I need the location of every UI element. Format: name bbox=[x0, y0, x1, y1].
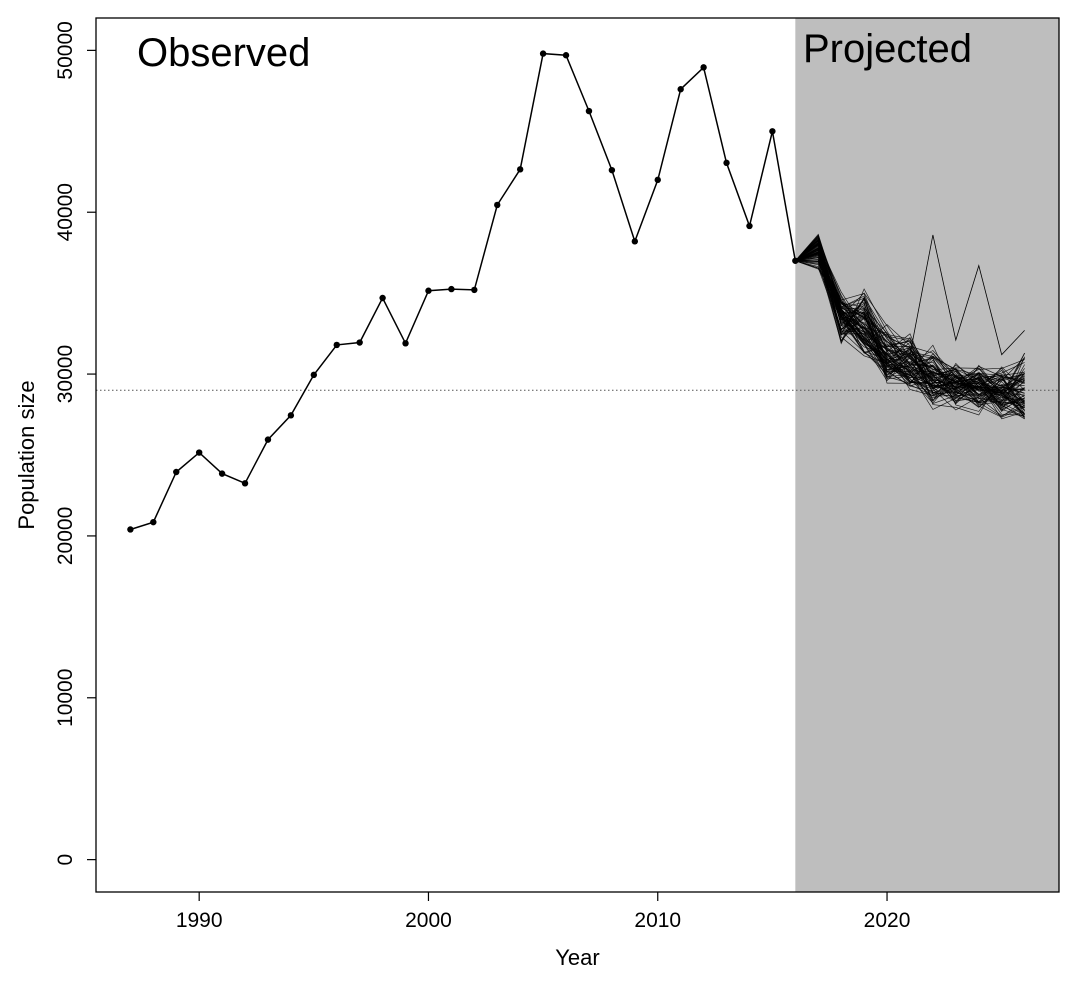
projection-trajectory bbox=[795, 260, 1025, 405]
plot-frame bbox=[95, 17, 1060, 893]
observed-point bbox=[700, 64, 707, 71]
observed-point bbox=[218, 470, 226, 477]
y-tick-label: 0 bbox=[54, 854, 77, 866]
observed-point bbox=[241, 480, 249, 487]
x-axis-title: Year bbox=[555, 945, 599, 970]
x-tick-label: 1990 bbox=[176, 909, 223, 932]
observed-point bbox=[494, 201, 501, 209]
observed-point bbox=[769, 128, 776, 135]
observed-point bbox=[127, 526, 134, 533]
y-tick-label: 30000 bbox=[54, 345, 77, 403]
y-tick-label: 20000 bbox=[54, 507, 77, 565]
observed-point bbox=[173, 468, 180, 476]
y-tick-label: 40000 bbox=[54, 183, 77, 241]
projection-trajectory bbox=[795, 242, 1025, 390]
x-tick-label: 2020 bbox=[864, 909, 911, 932]
observed-point bbox=[562, 52, 570, 59]
observed-point bbox=[333, 341, 340, 349]
observed-point bbox=[516, 166, 524, 173]
projection-trajectory bbox=[795, 260, 1025, 401]
projection-trajectory bbox=[795, 248, 1025, 419]
observed-point bbox=[539, 50, 547, 57]
observed-point bbox=[448, 285, 455, 293]
observed-point bbox=[654, 176, 661, 184]
observed-point bbox=[425, 287, 432, 294]
projection-trajectories bbox=[795, 233, 1025, 420]
observed-point bbox=[310, 371, 318, 379]
projection-trajectory bbox=[795, 260, 1025, 402]
observed-point bbox=[723, 159, 730, 167]
observed-point bbox=[746, 222, 753, 230]
projection-trajectory bbox=[795, 248, 1025, 407]
observed-point bbox=[792, 257, 799, 264]
y-tick-label: 50000 bbox=[54, 21, 77, 79]
y-axis-title: Population size bbox=[14, 380, 39, 529]
projected-region-label: Projected bbox=[803, 27, 972, 71]
x-tick-label: 2010 bbox=[634, 909, 681, 932]
projection-trajectory bbox=[795, 249, 1025, 405]
observed-region-label: Observed bbox=[137, 31, 310, 75]
y-tick-label: 10000 bbox=[54, 669, 77, 727]
observed-point bbox=[402, 340, 409, 347]
observed-point bbox=[585, 107, 593, 115]
observed-point bbox=[195, 449, 203, 456]
observed-point bbox=[471, 286, 478, 294]
projection-outlier-trajectory bbox=[795, 234, 1025, 364]
observed-point bbox=[608, 166, 616, 174]
observed-point bbox=[379, 294, 386, 302]
region-projected-background bbox=[795, 18, 1059, 892]
observed-series-line bbox=[130, 52, 797, 531]
observed-point bbox=[264, 436, 272, 443]
observed-point bbox=[631, 238, 639, 245]
observed-point bbox=[677, 86, 684, 93]
x-tick-label: 2000 bbox=[405, 909, 452, 932]
observed-point bbox=[287, 412, 295, 419]
observed-point bbox=[356, 339, 363, 346]
observed-point bbox=[150, 518, 157, 526]
